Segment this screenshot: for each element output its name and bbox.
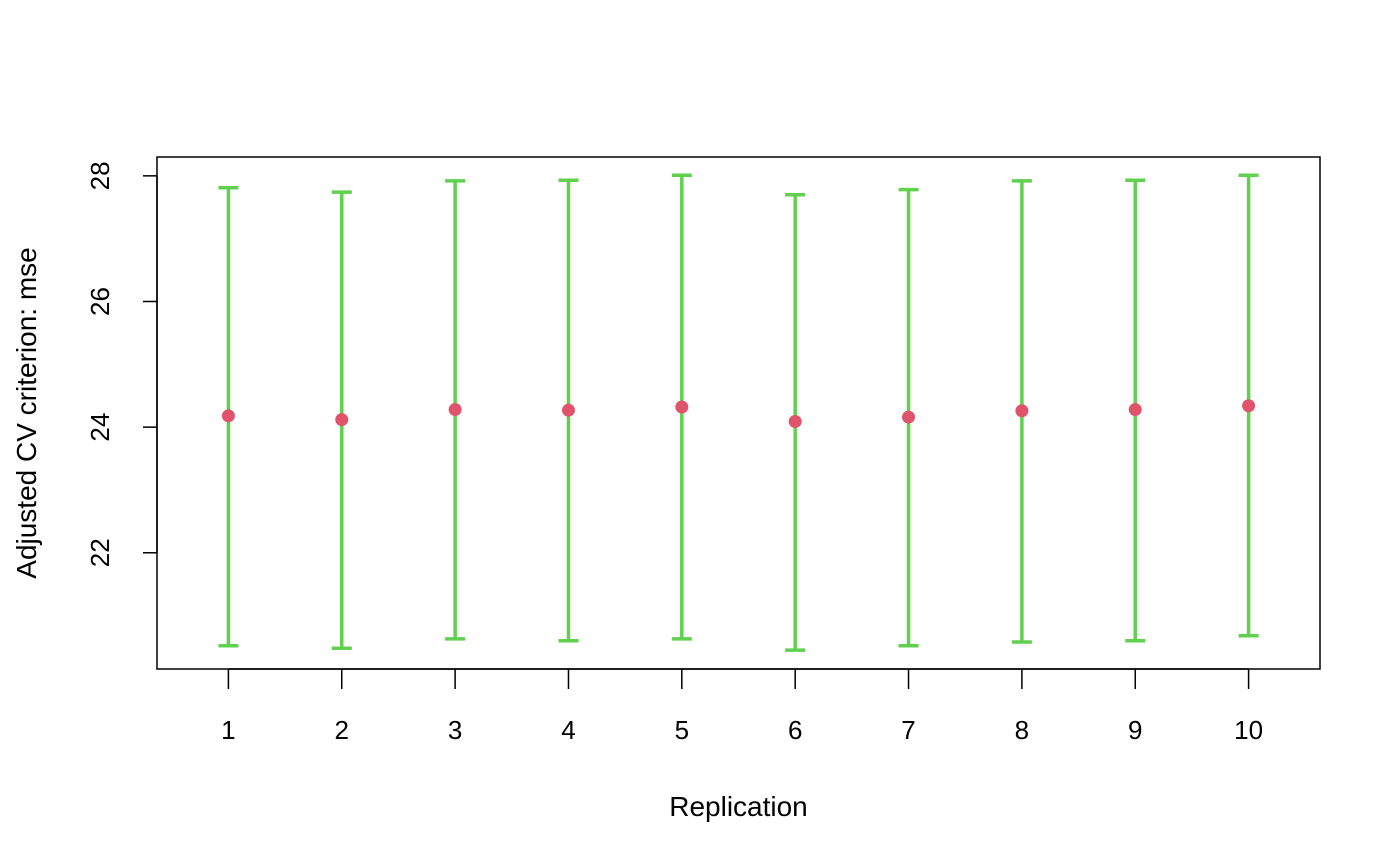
y-tick-label: 26 (85, 287, 115, 316)
x-tick-label: 10 (1234, 715, 1263, 745)
data-point (448, 403, 462, 417)
x-axis: 1 2 3 4 5 6 7 8 9 10 (221, 668, 1263, 745)
data-point (675, 400, 689, 414)
x-tick-label: 6 (788, 715, 802, 745)
y-axis: 22 24 26 28 (85, 161, 158, 567)
y-tick-label: 22 (85, 538, 115, 567)
x-tick-label: 4 (561, 715, 575, 745)
plot-frame (156, 156, 1321, 670)
data-points (221, 399, 1256, 428)
data-point (1242, 399, 1256, 413)
data-point (335, 413, 349, 427)
x-tick-label: 7 (901, 715, 915, 745)
x-tick-label: 2 (335, 715, 349, 745)
x-tick-label: 1 (221, 715, 235, 745)
x-tick-label: 3 (448, 715, 462, 745)
x-tick-label: 9 (1128, 715, 1142, 745)
data-point (561, 403, 575, 417)
x-axis-title: Replication (669, 791, 808, 822)
data-point (788, 414, 802, 428)
x-tick-label: 8 (1015, 715, 1029, 745)
data-point (1015, 404, 1029, 418)
y-axis-title: Adjusted CV criterion: mse (11, 247, 42, 578)
x-tick-label: 5 (675, 715, 689, 745)
data-point (221, 409, 235, 423)
data-point (902, 410, 916, 424)
error-bars (218, 173, 1259, 652)
y-tick-label: 28 (85, 161, 115, 190)
data-point (1128, 403, 1142, 417)
y-tick-label: 24 (85, 413, 115, 442)
